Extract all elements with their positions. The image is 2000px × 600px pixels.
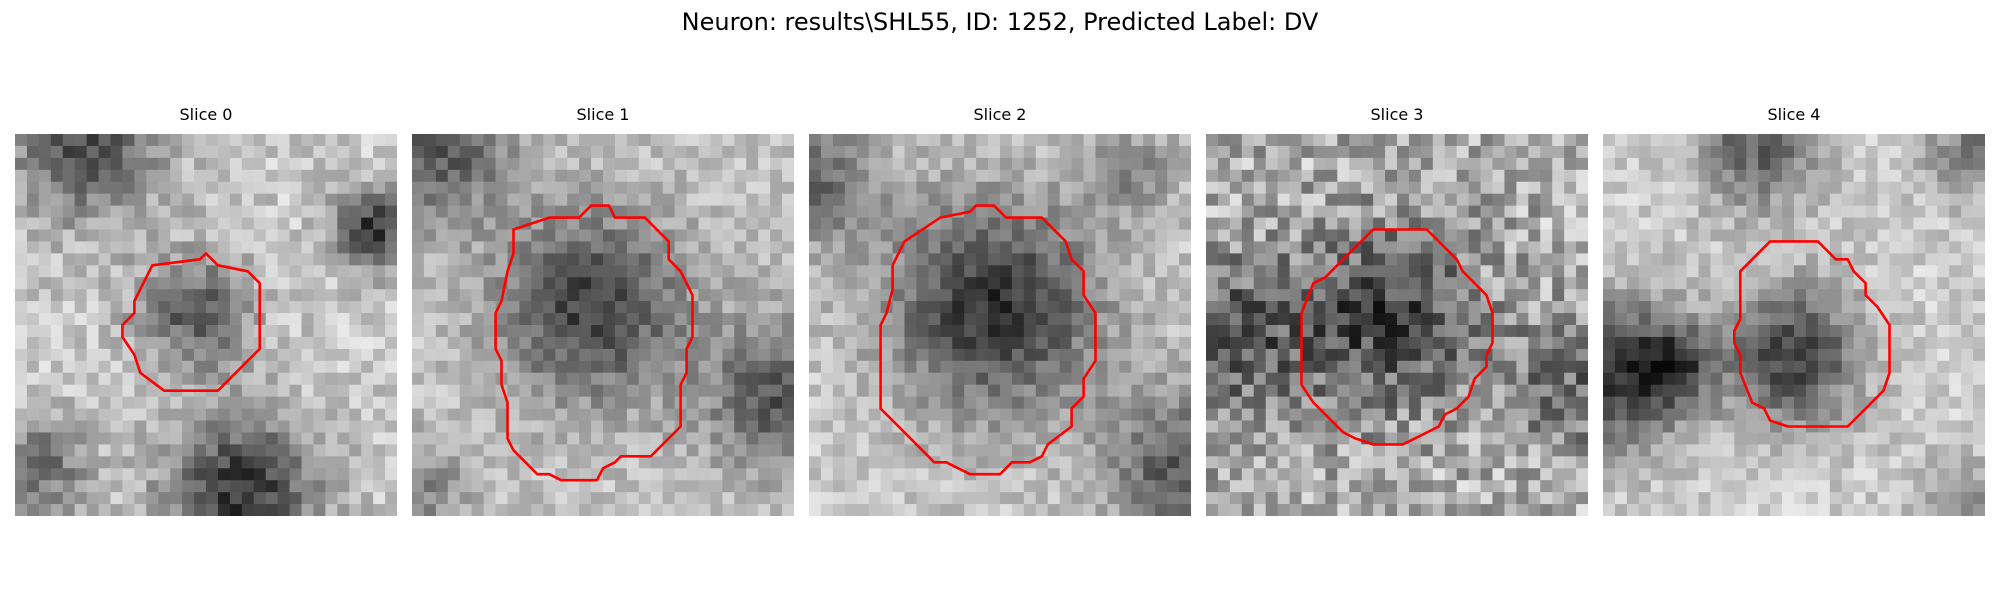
slice-title: Slice 3 <box>1370 105 1424 124</box>
slice-panel-4: Slice 4 <box>1603 104 1985 520</box>
slice-title: Slice 2 <box>973 105 1027 124</box>
slice-panel-1: Slice 1 <box>412 104 794 520</box>
slice-panel-0: Slice 0 <box>15 104 397 520</box>
slice-image <box>1206 134 1588 516</box>
roi-contour <box>879 204 1097 476</box>
slice-title: Slice 4 <box>1767 105 1821 124</box>
slice-image <box>809 134 1191 516</box>
slice-panel-3: Slice 3 <box>1206 104 1588 520</box>
roi-contour <box>1300 228 1494 446</box>
slice-image <box>15 134 397 516</box>
slice-image <box>1603 134 1985 516</box>
slice-title: Slice 1 <box>576 105 630 124</box>
roi-contour <box>494 204 694 482</box>
slice-image <box>412 134 794 516</box>
slice-panel-2: Slice 2 <box>809 104 1191 520</box>
roi-contour <box>121 252 261 393</box>
figure-title: Neuron: results\SHL55, ID: 1252, Predict… <box>681 8 1319 36</box>
roi-contour <box>1733 240 1891 428</box>
slice-title: Slice 0 <box>179 105 233 124</box>
